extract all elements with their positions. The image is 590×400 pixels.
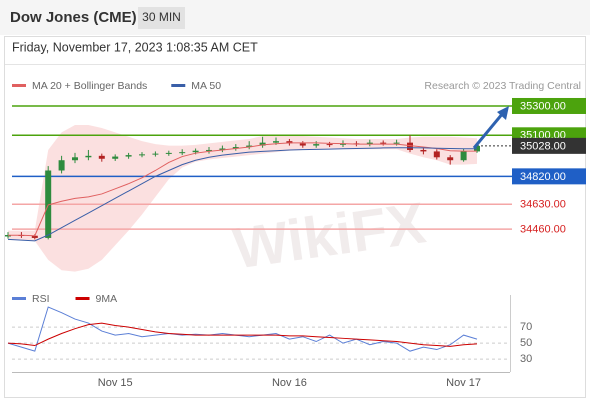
level-label: 34630.00	[520, 199, 566, 211]
forecast-arrow	[472, 112, 505, 149]
legend-label: MA 20 + Bollinger Bands	[32, 80, 147, 92]
frame	[4, 36, 586, 398]
legend-swatch	[12, 84, 26, 87]
candle-body	[460, 151, 467, 161]
candle-body	[165, 152, 172, 154]
interval: 30 MIN	[142, 10, 181, 24]
candle-body	[433, 151, 440, 158]
candle-body	[273, 141, 279, 143]
legend-label: MA 50	[191, 80, 221, 92]
y-tick-label: 30	[520, 353, 532, 365]
level-label: 35300.00	[520, 100, 566, 112]
datetime: Friday, November 17, 2023 1:08:35 AM CET	[12, 40, 258, 54]
level-box	[512, 168, 586, 185]
y-tick-label: 70	[520, 321, 532, 333]
rsi-line	[7, 306, 478, 352]
candle-body	[299, 143, 306, 146]
candle-body	[98, 155, 105, 159]
legend-label: RSI	[32, 293, 50, 305]
level-label: 35028.00	[520, 140, 566, 152]
bollinger-band	[8, 125, 477, 272]
candle-body	[232, 147, 239, 149]
candle-body	[125, 155, 132, 157]
candle-body	[139, 154, 145, 156]
x-tick-label: Nov 15	[98, 377, 133, 389]
level-label: 34820.00	[520, 171, 566, 183]
header-bar	[0, 0, 590, 35]
candle-body	[152, 153, 159, 155]
y-tick-label: 50	[520, 337, 532, 349]
ma-line	[8, 142, 477, 237]
candle-body	[192, 150, 199, 153]
candle-body	[206, 149, 212, 151]
level-box	[512, 97, 586, 114]
rsi-line	[7, 322, 478, 347]
candle-body	[366, 142, 373, 145]
interval-badge	[138, 7, 185, 29]
legend-label: 9MA	[96, 293, 118, 305]
candle-body	[447, 157, 454, 161]
candle-body	[286, 141, 293, 144]
candle-body	[246, 145, 253, 148]
credit: Research © 2023 Trading Central	[424, 80, 581, 92]
legend-swatch	[12, 297, 26, 300]
candle-body	[313, 144, 320, 146]
level-label: 34460.00	[520, 224, 566, 236]
candle-body	[259, 142, 266, 146]
candle-body	[112, 156, 119, 159]
candle-body	[45, 170, 52, 238]
candle-body	[407, 142, 413, 150]
ma-line	[7, 147, 477, 242]
candle-body	[326, 144, 333, 146]
x-tick-label: Nov 16	[272, 377, 307, 389]
x-tick-label: Nov 17	[446, 377, 481, 389]
candle-body	[219, 148, 226, 150]
legend-swatch	[75, 297, 90, 300]
legend-swatch	[171, 84, 186, 87]
candle-body	[380, 142, 387, 144]
candle-body	[72, 157, 78, 161]
candle-body	[179, 152, 186, 154]
candle-body	[58, 160, 65, 171]
level-box	[512, 137, 586, 154]
candle-body	[85, 155, 92, 158]
forecast-arrowhead	[497, 106, 509, 120]
candle-body	[31, 235, 38, 238]
title: Dow Jones (CME)	[10, 9, 137, 26]
candle-body	[393, 142, 400, 144]
candle-body	[420, 149, 427, 152]
